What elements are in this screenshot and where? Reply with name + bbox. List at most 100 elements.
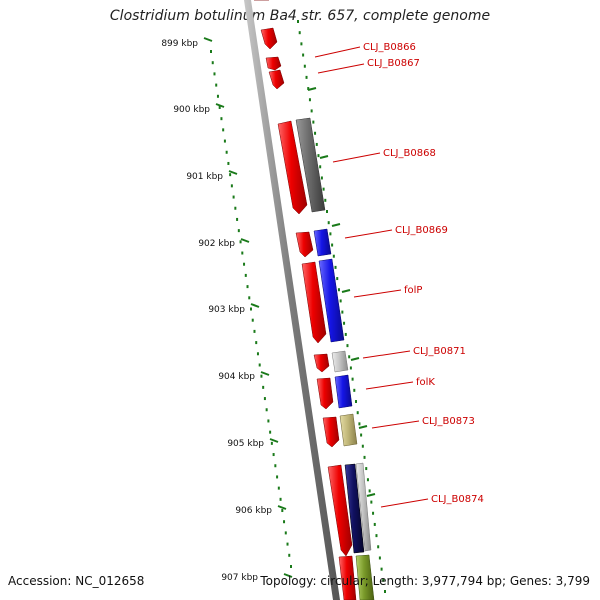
cds-feature[interactable] <box>265 56 282 71</box>
scale-dot <box>336 277 339 281</box>
scale-tick <box>277 505 287 510</box>
gene-label[interactable]: CLJ_B0867 <box>367 58 420 69</box>
gene-label[interactable]: CLJ_B0868 <box>383 148 436 159</box>
cds-feature[interactable] <box>327 464 353 557</box>
scale-dot <box>232 195 235 199</box>
gene-label[interactable]: folP <box>404 285 422 296</box>
scale-dot <box>276 475 279 479</box>
scale-tick <box>283 573 293 578</box>
scale-dot <box>263 397 266 401</box>
scale-dot <box>237 229 240 233</box>
scale-dot <box>326 210 328 213</box>
cog-feature[interactable] <box>344 463 365 554</box>
scale-label: 905 kbp <box>227 439 264 449</box>
scale-dot <box>216 94 219 98</box>
scale-dot <box>277 486 280 490</box>
cds-feature[interactable] <box>277 120 308 215</box>
scale-dot <box>373 522 376 526</box>
scale-label: 902 kbp <box>198 239 235 249</box>
scale-dot <box>267 419 270 423</box>
scale-dot <box>344 332 347 336</box>
scale-dot <box>211 61 214 65</box>
accession-text: Accession: NC_012658 <box>8 574 145 588</box>
scale-dot <box>236 217 239 221</box>
gene-labels: CLJ_B0866 CLJ_B0867 CLJ_B0868 CLJ_B0869 … <box>363 42 484 505</box>
scale-dot <box>353 388 356 392</box>
scale-dot <box>241 251 244 255</box>
scale-dot <box>343 321 346 325</box>
scale-dot <box>305 75 308 79</box>
scale-tick <box>240 238 250 243</box>
scale-dot <box>229 173 232 177</box>
scale-dot <box>288 553 291 557</box>
cds-feature[interactable] <box>268 69 285 90</box>
scale-dot <box>375 534 378 538</box>
cog-feature[interactable] <box>355 554 375 600</box>
scale-dot <box>348 355 351 359</box>
scale-dot <box>281 509 284 513</box>
scale-dot <box>244 273 247 277</box>
scale-dot <box>378 556 381 560</box>
scale-dot <box>248 296 251 300</box>
outer-dots <box>297 20 386 593</box>
scale-dot <box>297 20 299 23</box>
cds-feature[interactable] <box>301 261 327 344</box>
scale-dot <box>225 150 228 154</box>
scale-dot <box>382 578 385 582</box>
scale-dot <box>230 184 233 188</box>
cog-feature[interactable] <box>313 228 332 257</box>
scale-dot <box>312 120 315 124</box>
cog-feature[interactable] <box>295 117 326 213</box>
cds-feature[interactable] <box>260 27 278 50</box>
scale-dot <box>324 198 327 202</box>
scale-dot <box>213 72 216 76</box>
cds-track <box>254 0 357 600</box>
scale-dot <box>302 53 305 57</box>
scale-dot <box>355 400 357 403</box>
cds-feature[interactable] <box>295 231 314 258</box>
scale-dot <box>332 254 335 258</box>
gene-label[interactable]: CLJ_B0874 <box>431 494 484 505</box>
cog-track <box>295 117 375 600</box>
scale-dot <box>258 363 261 367</box>
scale-dot <box>320 176 323 180</box>
cog-feature[interactable] <box>318 258 345 343</box>
scale-dot <box>222 128 225 132</box>
cds-feature[interactable] <box>313 353 330 373</box>
scale-dot <box>361 444 364 448</box>
scale-dot <box>239 240 242 244</box>
scale-dot <box>253 329 256 333</box>
scale-dot <box>303 64 306 68</box>
outer-ticks <box>307 87 376 497</box>
scale-label: 903 kbp <box>208 305 245 315</box>
scale-label: 899 kbp <box>161 39 198 49</box>
gene-label[interactable]: CLJ_B0866 <box>363 42 416 53</box>
scale-tick <box>260 371 270 376</box>
cog-feature[interactable] <box>331 350 349 373</box>
scale-dot <box>327 221 330 225</box>
scale-dot <box>220 117 223 121</box>
scale-dot <box>218 105 221 109</box>
scale-dot <box>346 344 349 348</box>
cds-feature[interactable] <box>316 377 334 410</box>
label-leaders <box>314 46 429 508</box>
scale-dot <box>308 98 311 102</box>
gene-label[interactable]: CLJ_B0871 <box>413 346 466 357</box>
cog-feature[interactable] <box>355 462 372 552</box>
scale-label: 901 kbp <box>186 172 223 182</box>
cds-feature[interactable] <box>338 555 357 600</box>
scale-dot <box>363 455 366 459</box>
cds-feature[interactable] <box>322 416 340 448</box>
cog-feature[interactable] <box>334 374 353 409</box>
map-title: Clostridium botulinum Ba4 str. 657, comp… <box>109 8 491 24</box>
scale-dot <box>370 500 373 504</box>
scale-dot <box>272 453 275 457</box>
gene-label[interactable]: folK <box>416 377 435 388</box>
cog-feature[interactable] <box>339 413 358 447</box>
scale-dot <box>356 411 359 415</box>
scale-dot <box>360 433 363 437</box>
scale-dot <box>255 341 258 345</box>
gene-label[interactable]: CLJ_B0873 <box>422 416 475 427</box>
gene-label[interactable]: CLJ_B0869 <box>395 225 448 236</box>
